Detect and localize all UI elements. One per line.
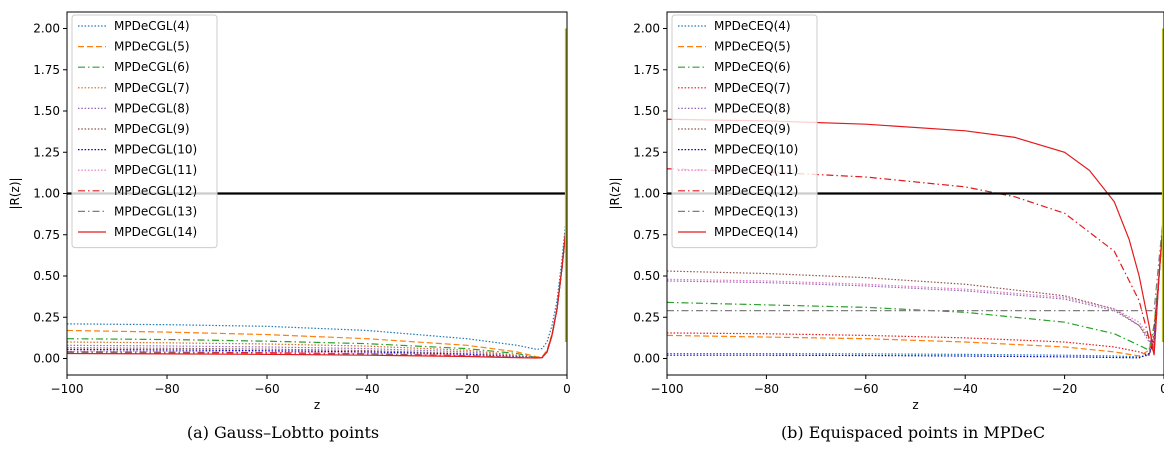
- y-tick-label: 1.00: [33, 187, 60, 201]
- legend-label: MPDeCGL(7): [114, 81, 190, 95]
- legend-label: MPDeCEQ(6): [714, 60, 791, 74]
- x-axis-label: z: [314, 398, 320, 412]
- legend-label: MPDeCGL(10): [114, 143, 197, 157]
- y-tick-label: 2.00: [633, 22, 660, 36]
- y-axis-label: |R(z)|: [8, 177, 22, 209]
- x-tick-label: −100: [651, 382, 684, 396]
- series-line: [667, 209, 1164, 312]
- y-tick-label: 1.25: [633, 145, 660, 159]
- y-tick-label: 0.00: [633, 352, 660, 366]
- figure-caption: (a) Gauss–Lobtto points: [187, 423, 379, 442]
- y-tick-label: 0.25: [633, 310, 660, 324]
- y-tick-label: 1.75: [633, 63, 660, 77]
- x-tick-label: −80: [154, 382, 179, 396]
- legend-label: MPDeCEQ(12): [714, 184, 798, 198]
- y-tick-label: 1.00: [633, 187, 660, 201]
- legend-label: MPDeCEQ(14): [714, 225, 798, 239]
- series-line: [667, 209, 1164, 350]
- plot-area: [667, 28, 1164, 359]
- legend-box: [671, 14, 818, 249]
- x-axis-label: z: [912, 398, 918, 412]
- series-line: [667, 118, 1164, 356]
- chart-panel-a: −100 −80 −60 −40 −20 0 0.00 0.25 0.50 0.75 1.00 1.2…: [8, 11, 571, 442]
- series-line: [67, 218, 567, 359]
- legend-label: MPDeCGL(9): [114, 122, 190, 136]
- legend-label: MPDeCEQ(8): [714, 101, 791, 115]
- y-tick-label: 0.75: [33, 228, 60, 242]
- legend-label: MPDeCGL(4): [114, 19, 190, 33]
- x-tick-label: −100: [51, 382, 84, 396]
- y-tick-label: 1.50: [633, 104, 660, 118]
- figure-caption: (b) Equispaced points in MPDeC: [781, 423, 1045, 442]
- y-tick-label: 0.25: [33, 310, 60, 324]
- series-line: [667, 209, 1164, 356]
- series-line: [667, 209, 1164, 357]
- x-tick-label: −60: [254, 382, 279, 396]
- x-tick-label: −60: [853, 382, 878, 396]
- x-tick-label: −40: [354, 382, 379, 396]
- legend-label: MPDeCGL(11): [114, 163, 197, 177]
- legend-label: MPDeCEQ(9): [714, 122, 791, 136]
- x-tick-label: −40: [953, 382, 978, 396]
- y-tick-label: 2.00: [33, 22, 60, 36]
- legend-label: MPDeCGL(5): [114, 40, 190, 54]
- series-line: [667, 209, 1164, 359]
- y-tick-label: 0.50: [633, 269, 660, 283]
- legend: MPDeCEQ(4) MPDeCEQ(5) MPDeCEQ(6) MPDeCEQ(7)…: [671, 14, 818, 249]
- legend-box: [71, 14, 218, 249]
- y-tick-label: 1.50: [33, 104, 60, 118]
- legend-label: MPDeCEQ(13): [714, 204, 798, 218]
- x-tick-label: −80: [754, 382, 779, 396]
- legend-label: MPDeCGL(14): [114, 225, 197, 239]
- legend-label: MPDeCGL(13): [114, 204, 197, 218]
- y-tick-label: 1.75: [33, 63, 60, 77]
- series-line: [667, 209, 1164, 347]
- y-axis-label: |R(z)|: [608, 177, 622, 209]
- legend-label: MPDeCEQ(11): [714, 163, 798, 177]
- legend-label: MPDeCGL(8): [114, 101, 190, 115]
- legend: MPDeCGL(4) MPDeCGL(5) MPDeCGL(6) MPDeCGL(7)…: [71, 14, 218, 249]
- series-line: [667, 209, 1164, 352]
- x-tick-label: 0: [563, 382, 571, 396]
- y-tick-label: 0.50: [33, 269, 60, 283]
- legend-label: MPDeCEQ(5): [714, 40, 791, 54]
- legend-label: MPDeCEQ(4): [714, 19, 791, 33]
- x-tick-label: −20: [1052, 382, 1077, 396]
- y-tick-label: 0.00: [33, 352, 60, 366]
- legend-label: MPDeCGL(6): [114, 60, 190, 74]
- legend-label: MPDeCEQ(10): [714, 143, 798, 157]
- legend-label: MPDeCGL(12): [114, 184, 197, 198]
- chart-panel-b: −100 −80 −60 −40 −20 0 0.00 0.25 0.50 0.75 1.00 1.2…: [608, 11, 1164, 442]
- y-tick-label: 1.25: [33, 145, 60, 159]
- y-tick-label: 0.75: [633, 228, 660, 242]
- x-tick-label: 0: [1160, 382, 1164, 396]
- x-tick-label: −20: [454, 382, 479, 396]
- legend-label: MPDeCEQ(7): [714, 81, 791, 95]
